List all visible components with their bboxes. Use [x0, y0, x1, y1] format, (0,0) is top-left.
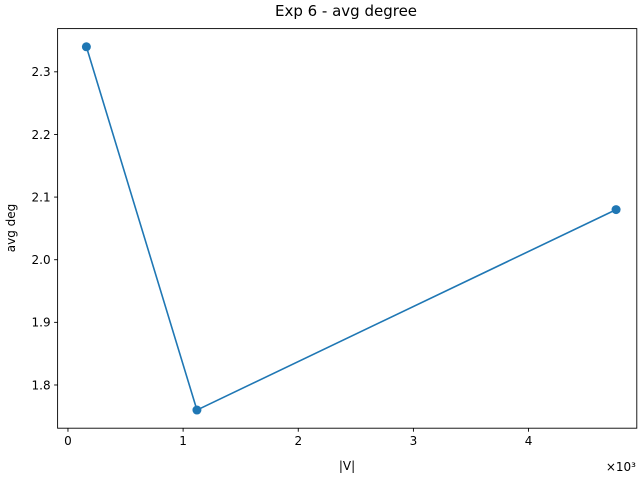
data-point: [81, 42, 91, 52]
series-group: [81, 42, 621, 415]
x-axis-ticks: 0 1 2 3 4: [64, 428, 532, 448]
y-tick-label: 2.0: [32, 253, 51, 267]
x-tick-label: 0: [64, 434, 72, 448]
data-point: [192, 405, 202, 415]
chart-title: Exp 6 - avg degree: [275, 2, 417, 20]
y-tick-label: 1.9: [32, 316, 51, 330]
y-axis-ticks: 1.8 1.9 2.0 2.1 2.2 2.3: [32, 65, 58, 392]
y-axis-label: avg deg: [4, 204, 18, 253]
x-axis-offset-label: ×10³: [606, 460, 636, 474]
x-axis-label: |V|: [339, 459, 355, 473]
y-tick-label: 1.8: [32, 378, 51, 392]
x-tick-label: 2: [294, 434, 302, 448]
y-tick-label: 2.3: [32, 65, 51, 79]
plot-frame: [57, 28, 638, 429]
x-tick-label: 1: [179, 434, 187, 448]
y-tick-label: 2.1: [32, 190, 51, 204]
x-tick-label: 4: [525, 434, 533, 448]
data-point: [611, 205, 621, 215]
x-tick-label: 3: [410, 434, 418, 448]
series-line: [85, 46, 617, 411]
y-tick-label: 2.2: [32, 128, 51, 142]
